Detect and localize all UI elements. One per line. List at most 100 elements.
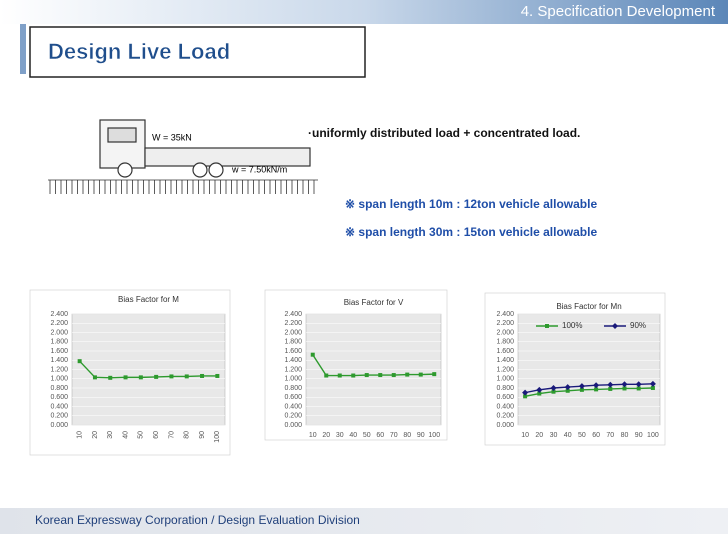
marker <box>200 373 205 378</box>
y-tick-label: 0.400 <box>284 403 302 410</box>
marker <box>565 388 570 393</box>
chart-title: Bias Factor for V <box>344 298 404 307</box>
line <box>79 360 218 379</box>
y-tick-label: 0.000 <box>284 422 302 429</box>
marker <box>92 375 97 380</box>
marker <box>391 373 396 378</box>
marker <box>608 386 613 391</box>
y-tick-label: 0.200 <box>50 413 68 420</box>
y-tick-label: 0.200 <box>496 413 514 420</box>
x-tick-label: 20 <box>535 432 543 439</box>
y-tick-label: 0.000 <box>50 422 68 429</box>
x-tick-label: 30 <box>550 432 558 439</box>
marker <box>650 386 655 390</box>
y-tick-label: 1.400 <box>50 357 68 364</box>
marker <box>536 386 543 393</box>
x-tick-label: 90 <box>199 431 206 439</box>
accent-bar <box>20 24 26 74</box>
y-tick-label: 1.800 <box>284 339 302 346</box>
x-tick-label: 70 <box>606 432 614 439</box>
marker <box>621 381 628 388</box>
y-tick-label: 2.000 <box>50 329 68 336</box>
line <box>524 387 653 398</box>
y-tick-label: 0.200 <box>284 413 302 420</box>
marker <box>564 384 571 391</box>
point-load: W = 35kN <box>152 132 192 142</box>
marker <box>551 389 556 394</box>
chart-title: Bias Factor for M <box>118 295 179 304</box>
note: ※ span length 30m : 15ton vehicle allowa… <box>345 225 597 239</box>
chart-title: Bias Factor for Mn <box>556 302 621 311</box>
marker <box>310 352 315 357</box>
y-tick-label: 1.000 <box>50 376 68 383</box>
y-tick-label: 2.000 <box>284 329 302 336</box>
y-tick-label: 2.200 <box>284 320 302 327</box>
marker <box>607 381 614 388</box>
marker <box>154 374 159 379</box>
x-tick-label: 10 <box>76 431 83 439</box>
legend-label: 100% <box>562 321 582 330</box>
y-tick-label: 1.800 <box>496 339 514 346</box>
marker <box>351 373 356 378</box>
header: 4. Specification Development <box>521 3 716 20</box>
y-tick-label: 2.200 <box>50 320 68 327</box>
marker <box>364 373 369 378</box>
x-tick-label: 20 <box>322 432 330 439</box>
note: ·uniformly distributed load + concentrat… <box>308 126 580 140</box>
marker <box>612 323 618 329</box>
marker <box>550 385 557 391</box>
marker <box>432 372 437 377</box>
marker <box>378 373 383 378</box>
marker <box>324 373 329 378</box>
y-tick-label: 1.000 <box>284 376 302 383</box>
x-tick-label: 50 <box>138 431 145 439</box>
y-tick-label: 0.600 <box>50 394 68 401</box>
y-tick-label: 1.600 <box>496 348 514 355</box>
title: Design Live Load <box>48 39 230 64</box>
y-tick-label: 1.200 <box>284 366 302 373</box>
note: ※ span length 10m : 12ton vehicle allowa… <box>345 197 597 211</box>
x-tick-label: 10 <box>309 432 317 439</box>
line <box>524 383 653 394</box>
y-tick-label: 0.800 <box>50 385 68 392</box>
x-tick-label: 100 <box>214 431 221 443</box>
marker <box>579 387 584 392</box>
y-tick-label: 2.400 <box>496 311 514 318</box>
marker <box>184 374 189 379</box>
truck <box>99 119 311 178</box>
x-tick-label: 90 <box>417 432 425 439</box>
legend-label: 90% <box>630 321 646 330</box>
x-tick-label: 90 <box>635 432 643 439</box>
x-tick-label: 50 <box>363 432 371 439</box>
y-tick-label: 1.200 <box>496 366 514 373</box>
y-tick-label: 2.000 <box>496 329 514 336</box>
y-tick-label: 0.800 <box>284 385 302 392</box>
x-tick-label: 80 <box>184 431 191 439</box>
footer-bar <box>0 508 728 534</box>
marker <box>594 387 599 392</box>
x-tick-label: 60 <box>376 432 384 439</box>
marker <box>123 375 128 380</box>
x-tick-label: 100 <box>647 432 659 439</box>
x-tick-label: 40 <box>122 431 129 439</box>
marker <box>405 372 410 377</box>
x-tick-label: 60 <box>592 432 600 439</box>
x-tick-label: 80 <box>403 432 411 439</box>
marker <box>537 391 542 396</box>
title-box <box>29 26 366 78</box>
x-tick-label: 30 <box>336 432 344 439</box>
y-tick-label: 1.200 <box>50 366 68 373</box>
marker <box>635 381 642 388</box>
marker <box>622 386 627 391</box>
marker <box>545 324 549 328</box>
marker <box>337 373 342 378</box>
x-tick-label: 30 <box>107 431 114 439</box>
x-tick-label: 100 <box>428 432 440 439</box>
y-tick-label: 0.600 <box>284 394 302 401</box>
marker <box>649 380 656 387</box>
y-tick-label: 1.000 <box>496 376 514 383</box>
marker <box>636 386 641 391</box>
distributed-load-arrows <box>48 179 318 194</box>
